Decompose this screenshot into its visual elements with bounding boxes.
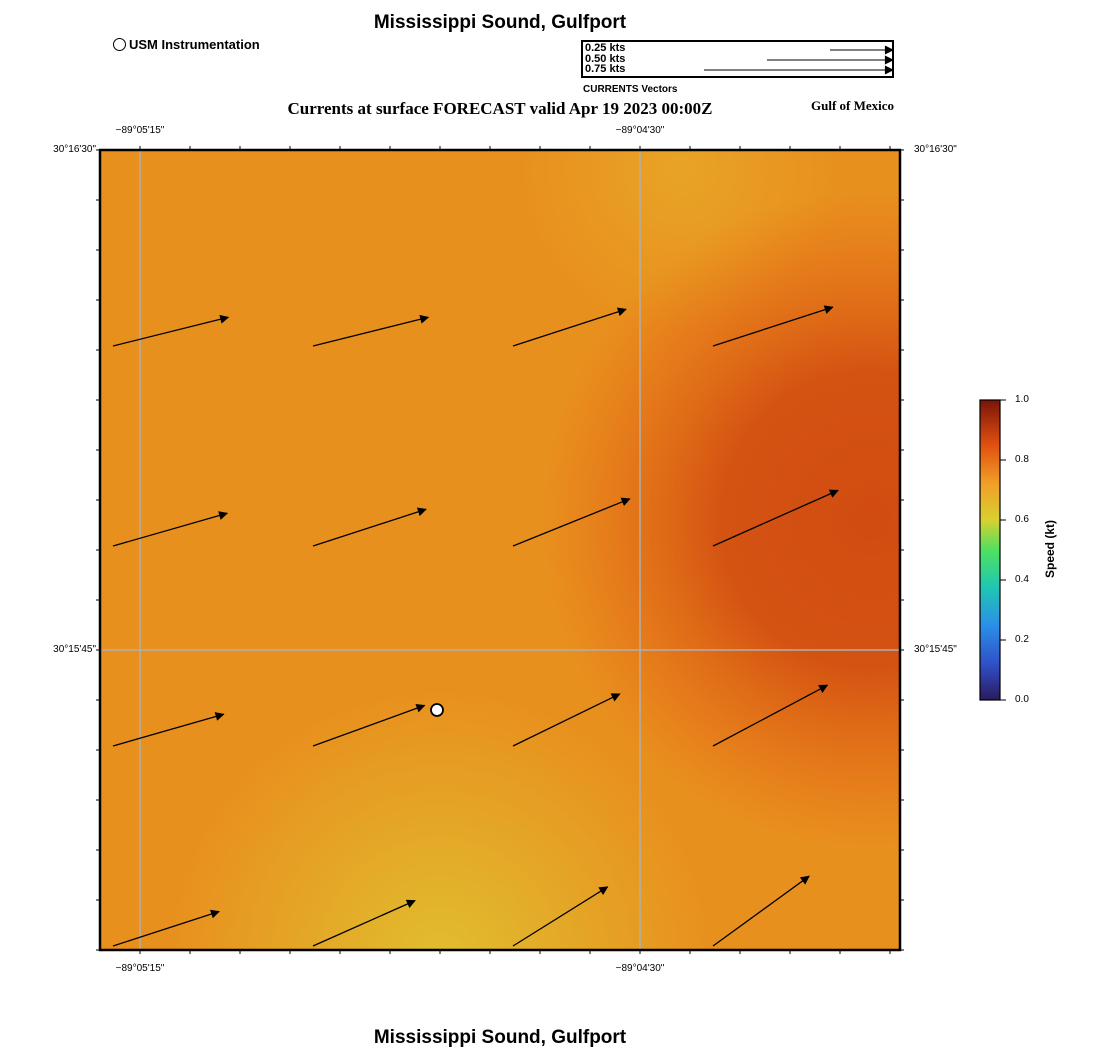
lat-tick-label: 30°16'30" <box>914 144 957 155</box>
current-vector-arrow <box>712 875 810 947</box>
lat-tick-label: 30°15'45" <box>914 644 957 655</box>
usm-station-marker[interactable] <box>430 703 444 717</box>
map-title-bottom: Mississippi Sound, Gulfport <box>373 1027 627 1048</box>
station-legend-label: USM Instrumentation <box>129 37 260 52</box>
graticule <box>100 150 900 950</box>
colorbar-ticks <box>1000 399 1006 701</box>
vector-legend-entry-label: 0.75 kts <box>585 63 626 75</box>
colorbar <box>979 399 1001 701</box>
current-vector-arrow <box>312 314 430 347</box>
colorbar-tick-label: 0.4 <box>1015 574 1029 585</box>
frame-ticks <box>96 146 904 954</box>
lat-tick-label: 30°15'45" <box>53 644 96 655</box>
speed-field <box>100 150 900 950</box>
current-vector-arrow <box>512 886 609 947</box>
colorbar-tick-label: 0.0 <box>1015 694 1029 705</box>
lat-tick-label: 30°16'30" <box>53 144 96 155</box>
current-vector-arrow <box>512 497 631 547</box>
station-legend: USM Instrumentation <box>113 37 260 52</box>
current-vector-arrow <box>112 314 230 347</box>
lon-tick-label: −89°04'30" <box>615 963 665 974</box>
vector-legend-entry-label: 0.25 kts <box>585 42 626 54</box>
map-subtitle: Currents at surface FORECAST valid Apr 1… <box>287 99 713 118</box>
vector-legend-entry-label: 0.50 kts <box>585 53 626 65</box>
current-vector-arrow <box>712 684 829 747</box>
vector-legend-arrows <box>704 45 894 75</box>
colorbar-tick-label: 0.6 <box>1015 514 1029 525</box>
region-label: Gulf of Mexico <box>811 98 895 113</box>
map-title-top: Mississippi Sound, Gulfport <box>373 12 627 33</box>
colorbar-tick-label: 0.8 <box>1015 454 1029 465</box>
current-vector-arrow <box>112 712 225 747</box>
lon-tick-label: −89°04'30" <box>615 125 665 136</box>
current-vector-arrow <box>512 693 621 747</box>
current-vector-arrow <box>312 507 427 547</box>
current-vector-arrow <box>312 703 426 747</box>
station-legend-marker-icon <box>113 38 126 51</box>
colorbar-tick-label: 1.0 <box>1015 394 1029 405</box>
current-vector-arrow <box>712 305 834 347</box>
lon-tick-label: −89°05'15" <box>115 963 165 974</box>
current-vector-arrow <box>512 307 627 347</box>
colorbar-tick-label: 0.2 <box>1015 634 1029 645</box>
current-vector-arrow <box>312 899 416 947</box>
current-vector-arrow <box>112 511 229 547</box>
lon-tick-label: −89°05'15" <box>115 125 165 136</box>
vector-legend-title: CURRENTS Vectors <box>583 84 678 95</box>
current-vector-arrow <box>712 489 839 547</box>
current-vectors <box>112 305 839 947</box>
current-vector-arrow <box>112 909 220 947</box>
